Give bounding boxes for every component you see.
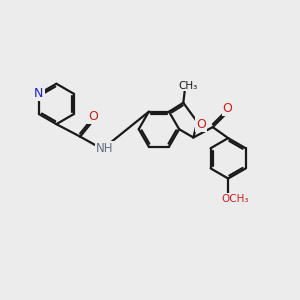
Text: O: O [88, 110, 98, 123]
Text: O: O [223, 102, 232, 115]
Text: NH: NH [96, 142, 114, 155]
Text: N: N [34, 87, 44, 100]
Text: CH₃: CH₃ [179, 80, 198, 91]
Text: OCH₃: OCH₃ [221, 194, 248, 204]
Text: O: O [196, 118, 206, 131]
